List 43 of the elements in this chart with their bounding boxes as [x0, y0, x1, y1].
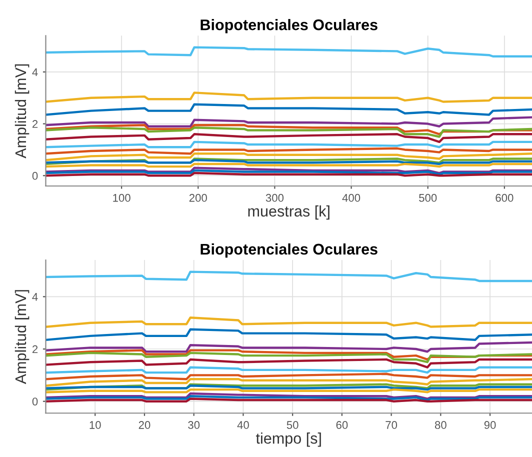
y-tick-label: 0 [32, 398, 38, 406]
y-tick-label: 4 [32, 293, 38, 301]
x-tick-label: 30 [188, 421, 200, 429]
x-tick-label: 70 [386, 421, 398, 429]
line-series [46, 92, 532, 103]
line-series [46, 328, 532, 341]
chart-title: Biopotenciales Oculares [200, 19, 378, 34]
line-series [46, 270, 532, 282]
x-axis-title: tiempo [s] [256, 432, 321, 447]
x-tick-label: 400 [342, 194, 360, 202]
x-tick-label: 90 [484, 421, 496, 429]
line-series [46, 124, 532, 136]
line-series [46, 378, 532, 387]
y-tick-label: 0 [32, 172, 38, 180]
x-tick-label: 100 [113, 194, 130, 202]
chart-title: Biopotenciales Oculares [200, 243, 378, 258]
x-tick-label: 10 [90, 421, 101, 429]
x-tick-label: 40 [237, 421, 249, 429]
line-series [46, 352, 532, 364]
line-series [46, 349, 532, 361]
x-tick-label: 50 [286, 421, 298, 429]
line-series [46, 103, 532, 116]
y-tick-label: 4 [32, 68, 38, 76]
y-axis-title: Amplitud [mV] [14, 290, 30, 384]
x-tick-label: 80 [434, 421, 446, 429]
line-series [46, 116, 532, 128]
line-series [46, 126, 532, 138]
x-tick-label: 20 [138, 421, 150, 429]
y-tick-label: 2 [32, 120, 38, 128]
y-axis-title: Amplitud [mV] [14, 64, 30, 158]
x-tick-label: 300 [266, 194, 284, 202]
x-tick-label: 200 [189, 194, 207, 202]
y-tick-label: 2 [32, 345, 38, 354]
x-tick-label: 500 [419, 194, 437, 202]
line-series [46, 46, 532, 58]
line-series [46, 133, 532, 144]
x-tick-label: 60 [336, 421, 348, 429]
x-tick-label: 600 [496, 194, 514, 202]
line-series [46, 341, 532, 353]
x-axis-title: muestras [k] [248, 205, 330, 220]
line-series [46, 358, 532, 368]
line-series [46, 316, 532, 328]
line-series [46, 152, 532, 162]
